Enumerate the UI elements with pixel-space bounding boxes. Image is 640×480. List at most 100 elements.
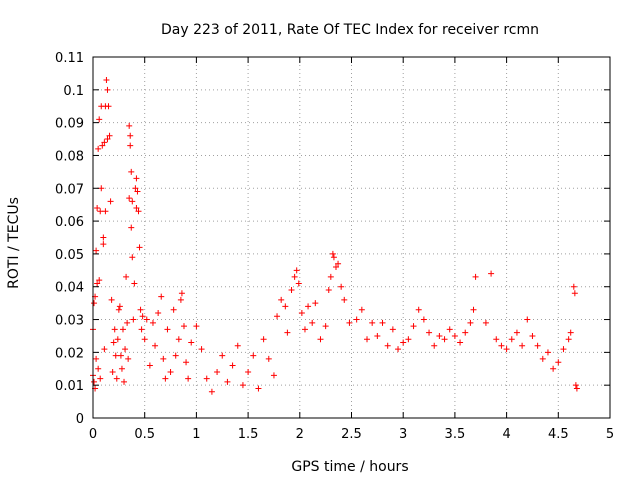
data-point — [123, 273, 130, 280]
data-point — [112, 352, 119, 359]
data-point — [115, 306, 122, 313]
data-point — [105, 103, 112, 110]
data-point — [146, 362, 153, 369]
data-point — [175, 336, 182, 343]
y-axis-label: ROTI / TECUs — [6, 197, 22, 289]
data-point — [130, 316, 137, 323]
data-point — [284, 329, 291, 336]
data-point — [446, 326, 453, 333]
data-point — [127, 132, 134, 139]
data-point — [134, 188, 141, 195]
data-point — [136, 244, 143, 251]
data-point — [95, 365, 102, 372]
data-point — [193, 323, 200, 330]
data-point — [270, 372, 277, 379]
data-point — [239, 382, 246, 389]
data-point — [127, 142, 134, 149]
data-point — [198, 346, 205, 353]
data-point — [389, 326, 396, 333]
data-point — [91, 378, 98, 385]
data-point — [288, 287, 295, 294]
data-point — [467, 319, 474, 326]
data-point — [141, 336, 148, 343]
data-point — [570, 283, 577, 290]
data-point — [96, 277, 103, 284]
data-point — [132, 185, 139, 192]
x-tick-label: 1.5 — [238, 427, 259, 442]
data-point — [519, 342, 526, 349]
data-point — [295, 280, 302, 287]
data-point — [91, 300, 98, 307]
data-point — [93, 355, 100, 362]
data-point — [107, 198, 114, 205]
data-point — [335, 260, 342, 267]
data-point — [298, 309, 305, 316]
data-point — [482, 319, 489, 326]
data-point — [133, 204, 140, 211]
data-point — [162, 375, 169, 382]
data-point — [149, 319, 156, 326]
data-point — [332, 264, 339, 271]
x-tick-label: 3 — [399, 427, 407, 442]
x-tick-label: 5 — [606, 427, 614, 442]
data-point — [139, 313, 146, 320]
data-point — [255, 385, 262, 392]
data-point — [329, 250, 336, 257]
data-point — [441, 336, 448, 343]
data-point — [451, 332, 458, 339]
data-point — [565, 336, 572, 343]
data-point — [185, 375, 192, 382]
data-point — [436, 332, 443, 339]
data-point — [99, 142, 106, 149]
data-point — [572, 382, 579, 389]
data-point — [137, 306, 144, 313]
data-point — [274, 313, 281, 320]
x-tick-label: 0.5 — [134, 427, 155, 442]
data-point — [539, 355, 546, 362]
data-point — [104, 136, 111, 143]
data-point — [327, 273, 334, 280]
data-point — [133, 175, 140, 182]
data-point — [103, 76, 110, 83]
data-point — [121, 378, 128, 385]
data-point — [180, 323, 187, 330]
axis-ticks — [92, 56, 611, 419]
data-point — [100, 241, 107, 248]
data-point — [214, 369, 221, 376]
data-point — [309, 319, 316, 326]
data-point — [395, 346, 402, 353]
y-tick-label: 0.11 — [55, 51, 84, 66]
data-point — [508, 336, 515, 343]
data-point — [529, 332, 536, 339]
data-point — [155, 309, 162, 316]
chart-title: Day 223 of 2011, Rate Of TEC Index for r… — [161, 22, 539, 38]
data-point — [550, 365, 557, 372]
data-point — [114, 336, 121, 343]
x-tick-label: 4.5 — [548, 427, 569, 442]
data-point — [152, 342, 159, 349]
data-point — [470, 306, 477, 313]
data-point — [122, 346, 129, 353]
data-point — [524, 316, 531, 323]
x-tick-labels: 0 0.5 1 1.5 2 2.5 3 3.5 4 4.5 5 — [89, 427, 614, 442]
y-tick-label: 0.08 — [55, 149, 84, 164]
data-point — [420, 316, 427, 323]
data-point — [143, 316, 150, 323]
data-point — [125, 355, 132, 362]
data-point — [250, 352, 257, 359]
y-tick-label: 0.05 — [55, 248, 84, 263]
data-point — [431, 342, 438, 349]
data-point — [116, 303, 123, 310]
data-point — [131, 280, 138, 287]
y-tick-label: 0.01 — [55, 379, 84, 394]
data-point — [135, 208, 142, 215]
data-point — [317, 336, 324, 343]
data-point — [118, 365, 125, 372]
data-point — [101, 346, 108, 353]
data-point — [260, 336, 267, 343]
x-tick-label: 2 — [296, 427, 304, 442]
data-point — [234, 342, 241, 349]
data-point — [410, 323, 417, 330]
